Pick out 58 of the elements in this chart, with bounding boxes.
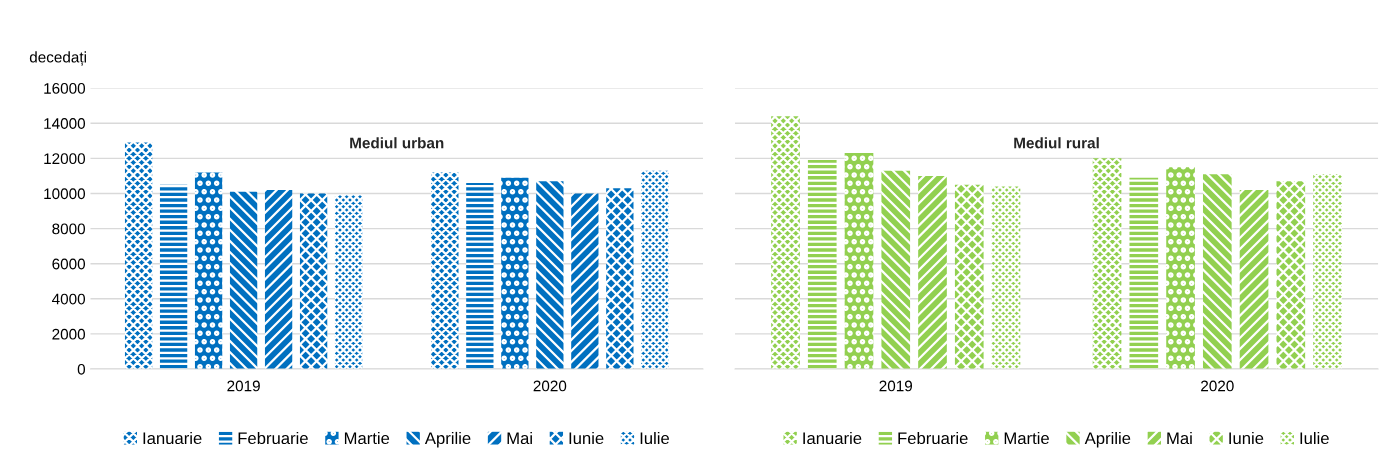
y-tick-label: 14000: [44, 118, 86, 129]
bar: [124, 142, 153, 370]
y-tick-label: 16000: [44, 83, 86, 94]
legend-label: Iulie: [640, 431, 670, 445]
text: Mediul rural: [1014, 137, 1099, 149]
bar: [1313, 174, 1342, 370]
legend-label: Februarie: [238, 431, 308, 445]
legend-label: Iunie: [1229, 431, 1264, 445]
y-tick-label: 12000: [44, 153, 86, 165]
bar: [194, 172, 223, 370]
bar: [844, 153, 874, 370]
legend-label: Aprilie: [1084, 431, 1131, 448]
bar: [431, 172, 459, 370]
bar: [536, 181, 564, 370]
y-tick-label: 0: [77, 363, 86, 375]
bar: [1202, 174, 1232, 370]
bar: [807, 160, 837, 370]
bar: [918, 175, 947, 370]
bar: [881, 170, 911, 370]
bar: [771, 116, 800, 370]
legend-label: Iunie: [569, 431, 604, 445]
legend-label: Aprilie: [424, 431, 471, 448]
bar: [1166, 167, 1195, 370]
x-tick-label: 2020: [533, 380, 567, 392]
legend-label: Februarie: [898, 431, 968, 445]
legend-label: Mai: [507, 431, 532, 445]
bar: [466, 182, 494, 370]
bar: [159, 184, 188, 370]
legend-label: Mai: [1167, 431, 1192, 445]
x-tick-label: 2020: [1201, 380, 1234, 392]
bar: [641, 170, 669, 370]
y-tick-label: 4000: [51, 293, 86, 305]
x-tick-label: 2019: [879, 380, 913, 392]
bar: [1129, 177, 1159, 370]
bar: [954, 184, 984, 370]
text: Mediul urban: [350, 137, 444, 149]
bar: [1092, 158, 1122, 370]
legend-label: Martie: [344, 431, 390, 445]
bar: [1276, 181, 1306, 370]
bar: [334, 195, 363, 370]
y-tick-label: 2000: [52, 328, 86, 340]
bar: [1239, 189, 1269, 370]
bar: [991, 186, 1021, 370]
y-tick-label: 6000: [52, 258, 86, 270]
y-tick-label: 8000: [52, 223, 86, 235]
legend-label: Martie: [1004, 431, 1049, 445]
x-tick-label: 2019: [227, 380, 260, 392]
bar: [229, 191, 258, 370]
legend-label: Ianuarie: [803, 431, 862, 445]
y-axis-title: decedați: [29, 51, 86, 66]
bar: [606, 188, 634, 370]
y-tick-label: 10000: [44, 188, 86, 200]
bar: [571, 193, 599, 370]
legend-label: Ianuarie: [143, 431, 202, 445]
bar: [299, 193, 328, 370]
bar: [264, 189, 293, 370]
legend-label: Iulie: [1300, 431, 1329, 445]
bar: [501, 177, 529, 370]
